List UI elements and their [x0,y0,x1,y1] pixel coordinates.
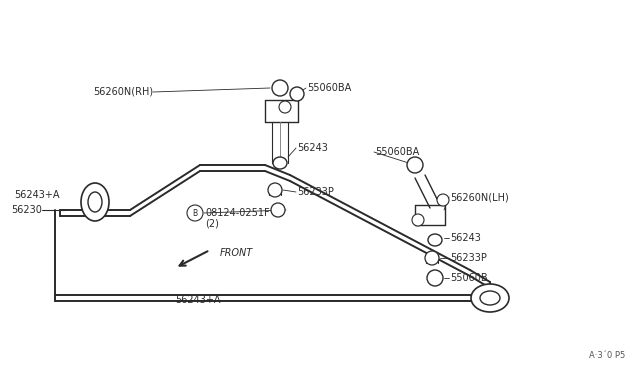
Ellipse shape [88,192,102,212]
Text: 56230: 56230 [11,205,42,215]
Circle shape [437,194,449,206]
Text: 56233P: 56233P [450,253,487,263]
Text: 55060BA: 55060BA [375,147,419,157]
Circle shape [427,270,443,286]
Text: 08124-0251F: 08124-0251F [205,208,269,218]
Text: B: B [193,208,198,218]
Circle shape [268,183,282,197]
Text: 56243+A: 56243+A [175,295,221,305]
Circle shape [272,80,288,96]
Text: FRONT: FRONT [220,248,253,258]
Ellipse shape [428,234,442,246]
Circle shape [279,101,291,113]
Ellipse shape [81,183,109,221]
Text: (2): (2) [205,219,219,229]
Text: A·3´0 P5: A·3´0 P5 [589,351,625,360]
Text: 55060B: 55060B [450,273,488,283]
Ellipse shape [273,157,287,169]
Text: 56260N(RH): 56260N(RH) [93,87,153,97]
Circle shape [412,214,424,226]
Circle shape [407,157,423,173]
Text: 56260N(LH): 56260N(LH) [450,192,509,202]
Ellipse shape [480,291,500,305]
Text: 56243: 56243 [450,233,481,243]
Circle shape [271,203,285,217]
Circle shape [290,87,304,101]
Circle shape [425,251,439,265]
Text: 55060BA: 55060BA [307,83,351,93]
Circle shape [187,205,203,221]
Text: 56233P: 56233P [297,187,334,197]
Ellipse shape [471,284,509,312]
Text: 56243+A: 56243+A [15,190,60,200]
Text: 56243: 56243 [297,143,328,153]
